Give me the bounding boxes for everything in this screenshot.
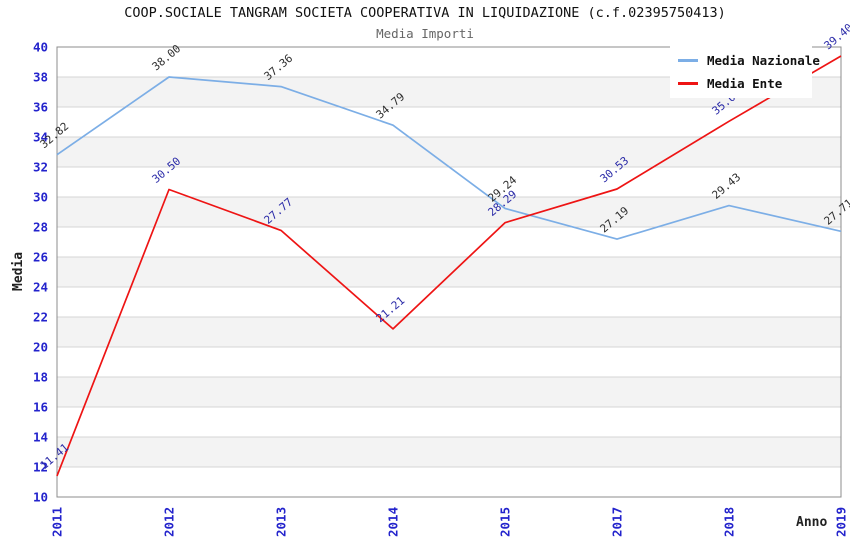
y-tick-label: 30 — [33, 190, 48, 205]
legend-entry-media-nazionale[interactable]: Media Nazionale — [670, 53, 820, 68]
grid-band — [57, 437, 841, 467]
y-tick-label: 16 — [33, 400, 48, 415]
y-tick-label: 38 — [33, 70, 48, 85]
x-tick-label: 2011 — [50, 507, 65, 537]
y-tick-label: 34 — [33, 130, 48, 145]
grid-band — [57, 257, 841, 287]
y-tick-label: 10 — [33, 490, 48, 505]
point-label: 39.40 — [822, 21, 850, 52]
y-tick-label: 22 — [33, 310, 48, 325]
plot-frame — [56, 46, 842, 498]
series-line-media-ente — [56, 55, 842, 477]
chart-subtitle: Media Importi — [376, 26, 474, 41]
grid-band — [57, 197, 841, 227]
legend-swatch-media-nazionale — [678, 59, 698, 62]
grid-band — [57, 317, 841, 347]
y-axis-title: Media — [11, 251, 26, 291]
y-tick-label: 12 — [33, 460, 48, 475]
y-tick-label: 14 — [33, 430, 48, 445]
chart-title: COOP.SOCIALE TANGRAM SOCIETA COOPERATIVA… — [124, 5, 726, 21]
x-tick-label: 2019 — [834, 507, 849, 537]
y-tick-label: 40 — [33, 40, 48, 55]
legend-entry-media-ente[interactable]: Media Ente — [670, 76, 812, 91]
legend-swatch-media-ente — [678, 82, 698, 85]
x-tick-label: 2017 — [610, 507, 625, 537]
legend: Media Nazionale Media Ente — [670, 46, 820, 98]
legend-label-media-nazionale: Media Nazionale — [707, 53, 820, 68]
x-tick-label: 2018 — [722, 507, 737, 537]
y-tick-label: 18 — [33, 370, 48, 385]
y-tick-label: 28 — [33, 220, 48, 235]
y-tick-label: 36 — [33, 100, 48, 115]
x-tick-label: 2013 — [274, 507, 289, 537]
x-tick-label: 2012 — [162, 507, 177, 537]
grid-band — [57, 137, 841, 167]
x-tick-label: 2014 — [386, 507, 401, 537]
grid-band — [57, 377, 841, 407]
legend-label-media-ente: Media Ente — [707, 76, 783, 91]
x-axis-title: Anno — [796, 515, 828, 530]
y-tick-label: 24 — [33, 280, 48, 295]
y-tick-label: 20 — [33, 340, 48, 355]
y-tick-label: 26 — [33, 250, 48, 265]
y-tick-label: 32 — [33, 160, 48, 175]
series-line-media-nazionale — [56, 76, 842, 240]
x-tick-label: 2015 — [498, 507, 513, 537]
